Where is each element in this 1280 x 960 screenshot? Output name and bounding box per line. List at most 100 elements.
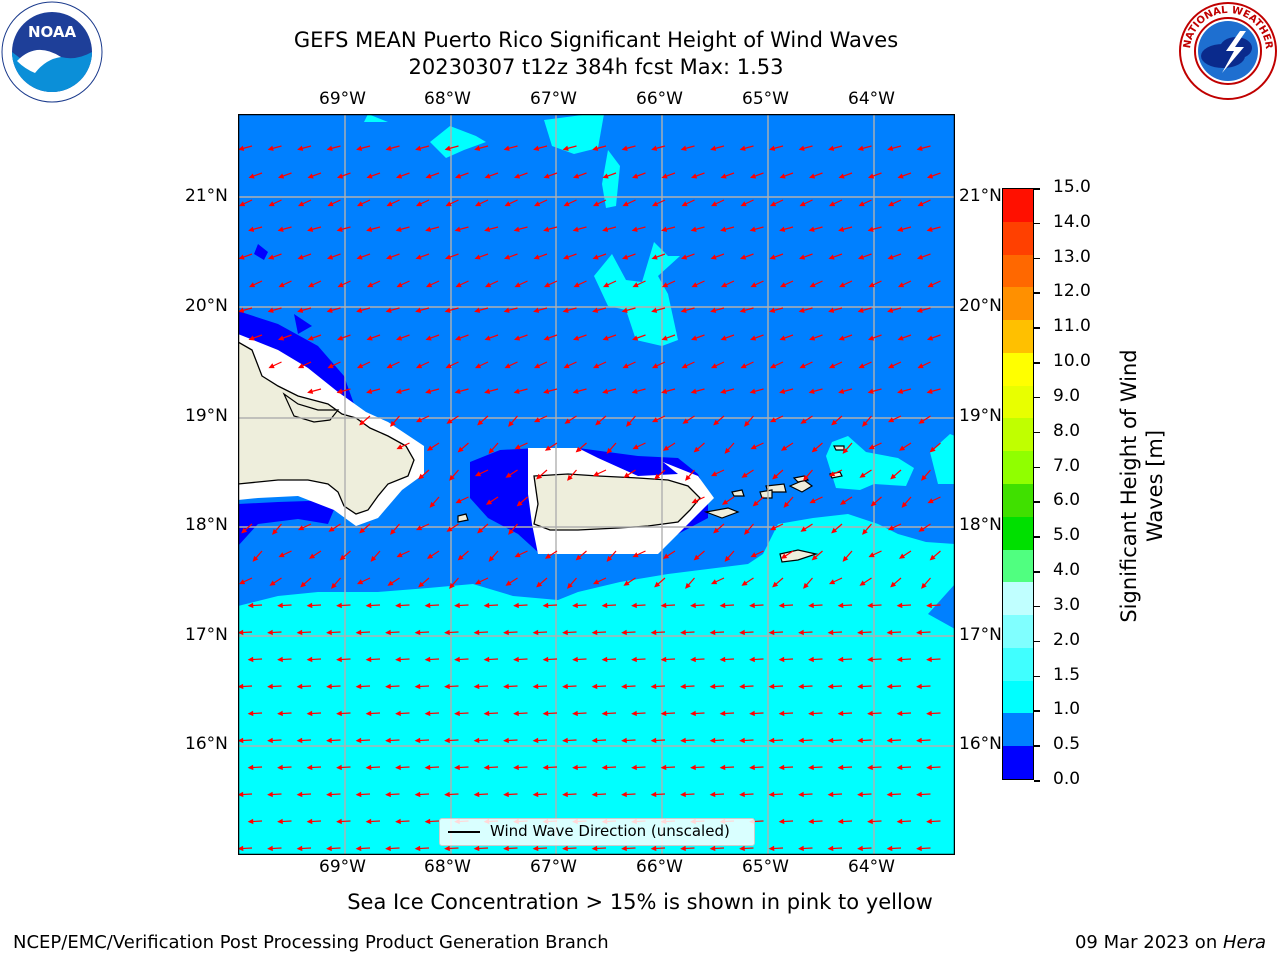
wave-direction-arrowhead xyxy=(720,388,727,394)
wave-direction-arrowhead xyxy=(916,683,922,690)
wave-direction-arrowhead xyxy=(799,201,806,207)
wave-direction-arrowhead xyxy=(514,444,521,450)
wave-direction-arrowhead xyxy=(337,282,344,288)
wave-direction-arrowhead xyxy=(326,629,332,636)
wave-direction-arrowhead xyxy=(827,629,834,636)
wave-direction-arrowhead xyxy=(267,254,275,260)
colorbar-tick-mark xyxy=(1034,257,1040,260)
lat-label-right: 16°N xyxy=(959,734,1002,754)
wave-direction-arrowhead xyxy=(690,226,697,232)
wave-direction-arrowhead xyxy=(690,764,696,771)
wave-direction-arrowhead xyxy=(926,764,932,771)
wave-direction-arrowhead xyxy=(857,737,863,744)
lon-label-bottom: 66°W xyxy=(636,857,683,877)
wave-direction-arrowhead xyxy=(800,526,807,532)
wave-direction-arrowhead xyxy=(424,764,431,771)
wave-direction-arrowhead xyxy=(602,282,610,288)
wave-direction-arrowhead xyxy=(418,581,425,588)
wave-direction-arrowhead xyxy=(425,335,432,341)
wave-direction-arrowhead xyxy=(918,418,925,424)
wave-direction-arrowhead xyxy=(626,420,632,427)
wave-direction-arrowhead xyxy=(567,582,573,589)
wave-direction-arrowhead xyxy=(533,145,540,151)
wave-direction-arrowhead xyxy=(238,579,246,585)
wave-direction-arrowhead xyxy=(513,335,521,341)
wave-direction-arrowhead xyxy=(862,420,868,427)
wave-direction-arrowhead xyxy=(809,498,816,504)
wave-direction-arrowhead xyxy=(916,629,922,636)
wave-direction-arrowhead xyxy=(572,335,580,341)
wave-direction-arrowhead xyxy=(926,173,934,179)
wave-height-map xyxy=(238,114,955,855)
wave-direction-arrowhead xyxy=(811,446,818,453)
wave-direction-arrowhead xyxy=(768,791,775,798)
wave-direction-arrowhead xyxy=(926,710,932,717)
wave-direction-arrowhead xyxy=(356,307,363,313)
lon-label-bottom: 64°W xyxy=(848,857,895,877)
colorbar xyxy=(1002,188,1034,780)
wave-direction-arrowhead xyxy=(798,737,804,744)
colorbar-tick-label: 7.0 xyxy=(1053,455,1081,476)
lat-label-left: 18°N xyxy=(185,515,228,535)
wave-direction-arrowhead xyxy=(415,201,423,207)
wave-direction-arrowhead xyxy=(772,473,779,480)
wave-direction-arrowhead xyxy=(798,307,805,313)
wave-direction-arrowhead xyxy=(591,737,598,744)
wave-direction-arrowhead xyxy=(454,710,460,717)
wave-direction-arrowhead xyxy=(838,226,845,232)
wave-direction-arrowhead xyxy=(483,656,490,663)
wave-direction-arrowhead xyxy=(631,388,638,394)
wave-direction-arrowhead xyxy=(268,201,275,207)
wave-direction-arrowhead xyxy=(592,145,599,151)
wave-direction-arrowhead xyxy=(811,554,818,561)
wave-direction-arrowhead xyxy=(621,307,628,313)
wave-direction-arrowhead xyxy=(572,226,579,232)
wave-direction-arrowhead xyxy=(808,602,814,609)
wave-direction-arrowhead xyxy=(709,629,716,636)
wave-direction-arrowhead xyxy=(449,582,455,589)
wave-direction-arrowhead xyxy=(798,683,804,690)
colorbar-tick-mark xyxy=(1034,292,1040,294)
wave-direction-arrowhead xyxy=(543,335,550,341)
wave-direction-arrowhead xyxy=(414,737,421,744)
wave-direction-arrowhead xyxy=(395,226,402,232)
wave-direction-arrowhead xyxy=(868,444,875,450)
wave-direction-arrowhead xyxy=(390,420,396,427)
wave-direction-arrowhead xyxy=(536,581,543,588)
colorbar-tick-label: 3.0 xyxy=(1053,594,1081,615)
colorbar-tick-mark xyxy=(1034,396,1040,399)
wave-direction-arrowhead xyxy=(326,254,334,260)
colorbar-tick-mark xyxy=(1034,188,1040,190)
wave-direction-arrowhead xyxy=(415,417,423,423)
wave-direction-arrowhead xyxy=(592,307,599,313)
wave-direction-arrowhead xyxy=(365,602,372,609)
wave-direction-arrowhead xyxy=(386,363,393,369)
wave-direction-arrowhead xyxy=(680,254,688,260)
wave-direction-arrowhead xyxy=(542,710,549,717)
wave-direction-arrowhead xyxy=(297,307,304,313)
colorbar-segment xyxy=(1003,451,1033,484)
wave-direction-arrowhead xyxy=(277,710,283,717)
wave-direction-arrowhead xyxy=(710,254,717,260)
wave-direction-arrowhead xyxy=(768,683,775,690)
wave-direction-arrowhead xyxy=(929,446,936,453)
wave-direction-arrowhead xyxy=(739,737,745,744)
wave-direction-arrowhead xyxy=(827,845,834,852)
wave-direction-arrowhead xyxy=(508,528,514,535)
wave-direction-arrowhead xyxy=(720,226,727,232)
wave-direction-arrowhead xyxy=(719,710,726,717)
colorbar-tick-label: 11.0 xyxy=(1053,316,1091,337)
wave-direction-arrowhead xyxy=(532,737,539,744)
wave-direction-arrowhead xyxy=(272,528,278,535)
wave-direction-arrowhead xyxy=(503,683,509,690)
wave-direction-arrowhead xyxy=(488,555,495,562)
wave-direction-arrowhead xyxy=(713,527,720,534)
wave-direction-arrowhead xyxy=(778,764,785,771)
wave-direction-arrowhead xyxy=(238,307,245,313)
wave-direction-arrowhead xyxy=(592,579,600,585)
colorbar-tick-mark xyxy=(1034,327,1040,329)
wave-direction-arrowhead xyxy=(474,254,481,260)
lon-label-top: 68°W xyxy=(424,89,471,109)
wave-direction-arrowhead xyxy=(277,602,283,609)
wave-direction-arrowhead xyxy=(474,307,481,313)
